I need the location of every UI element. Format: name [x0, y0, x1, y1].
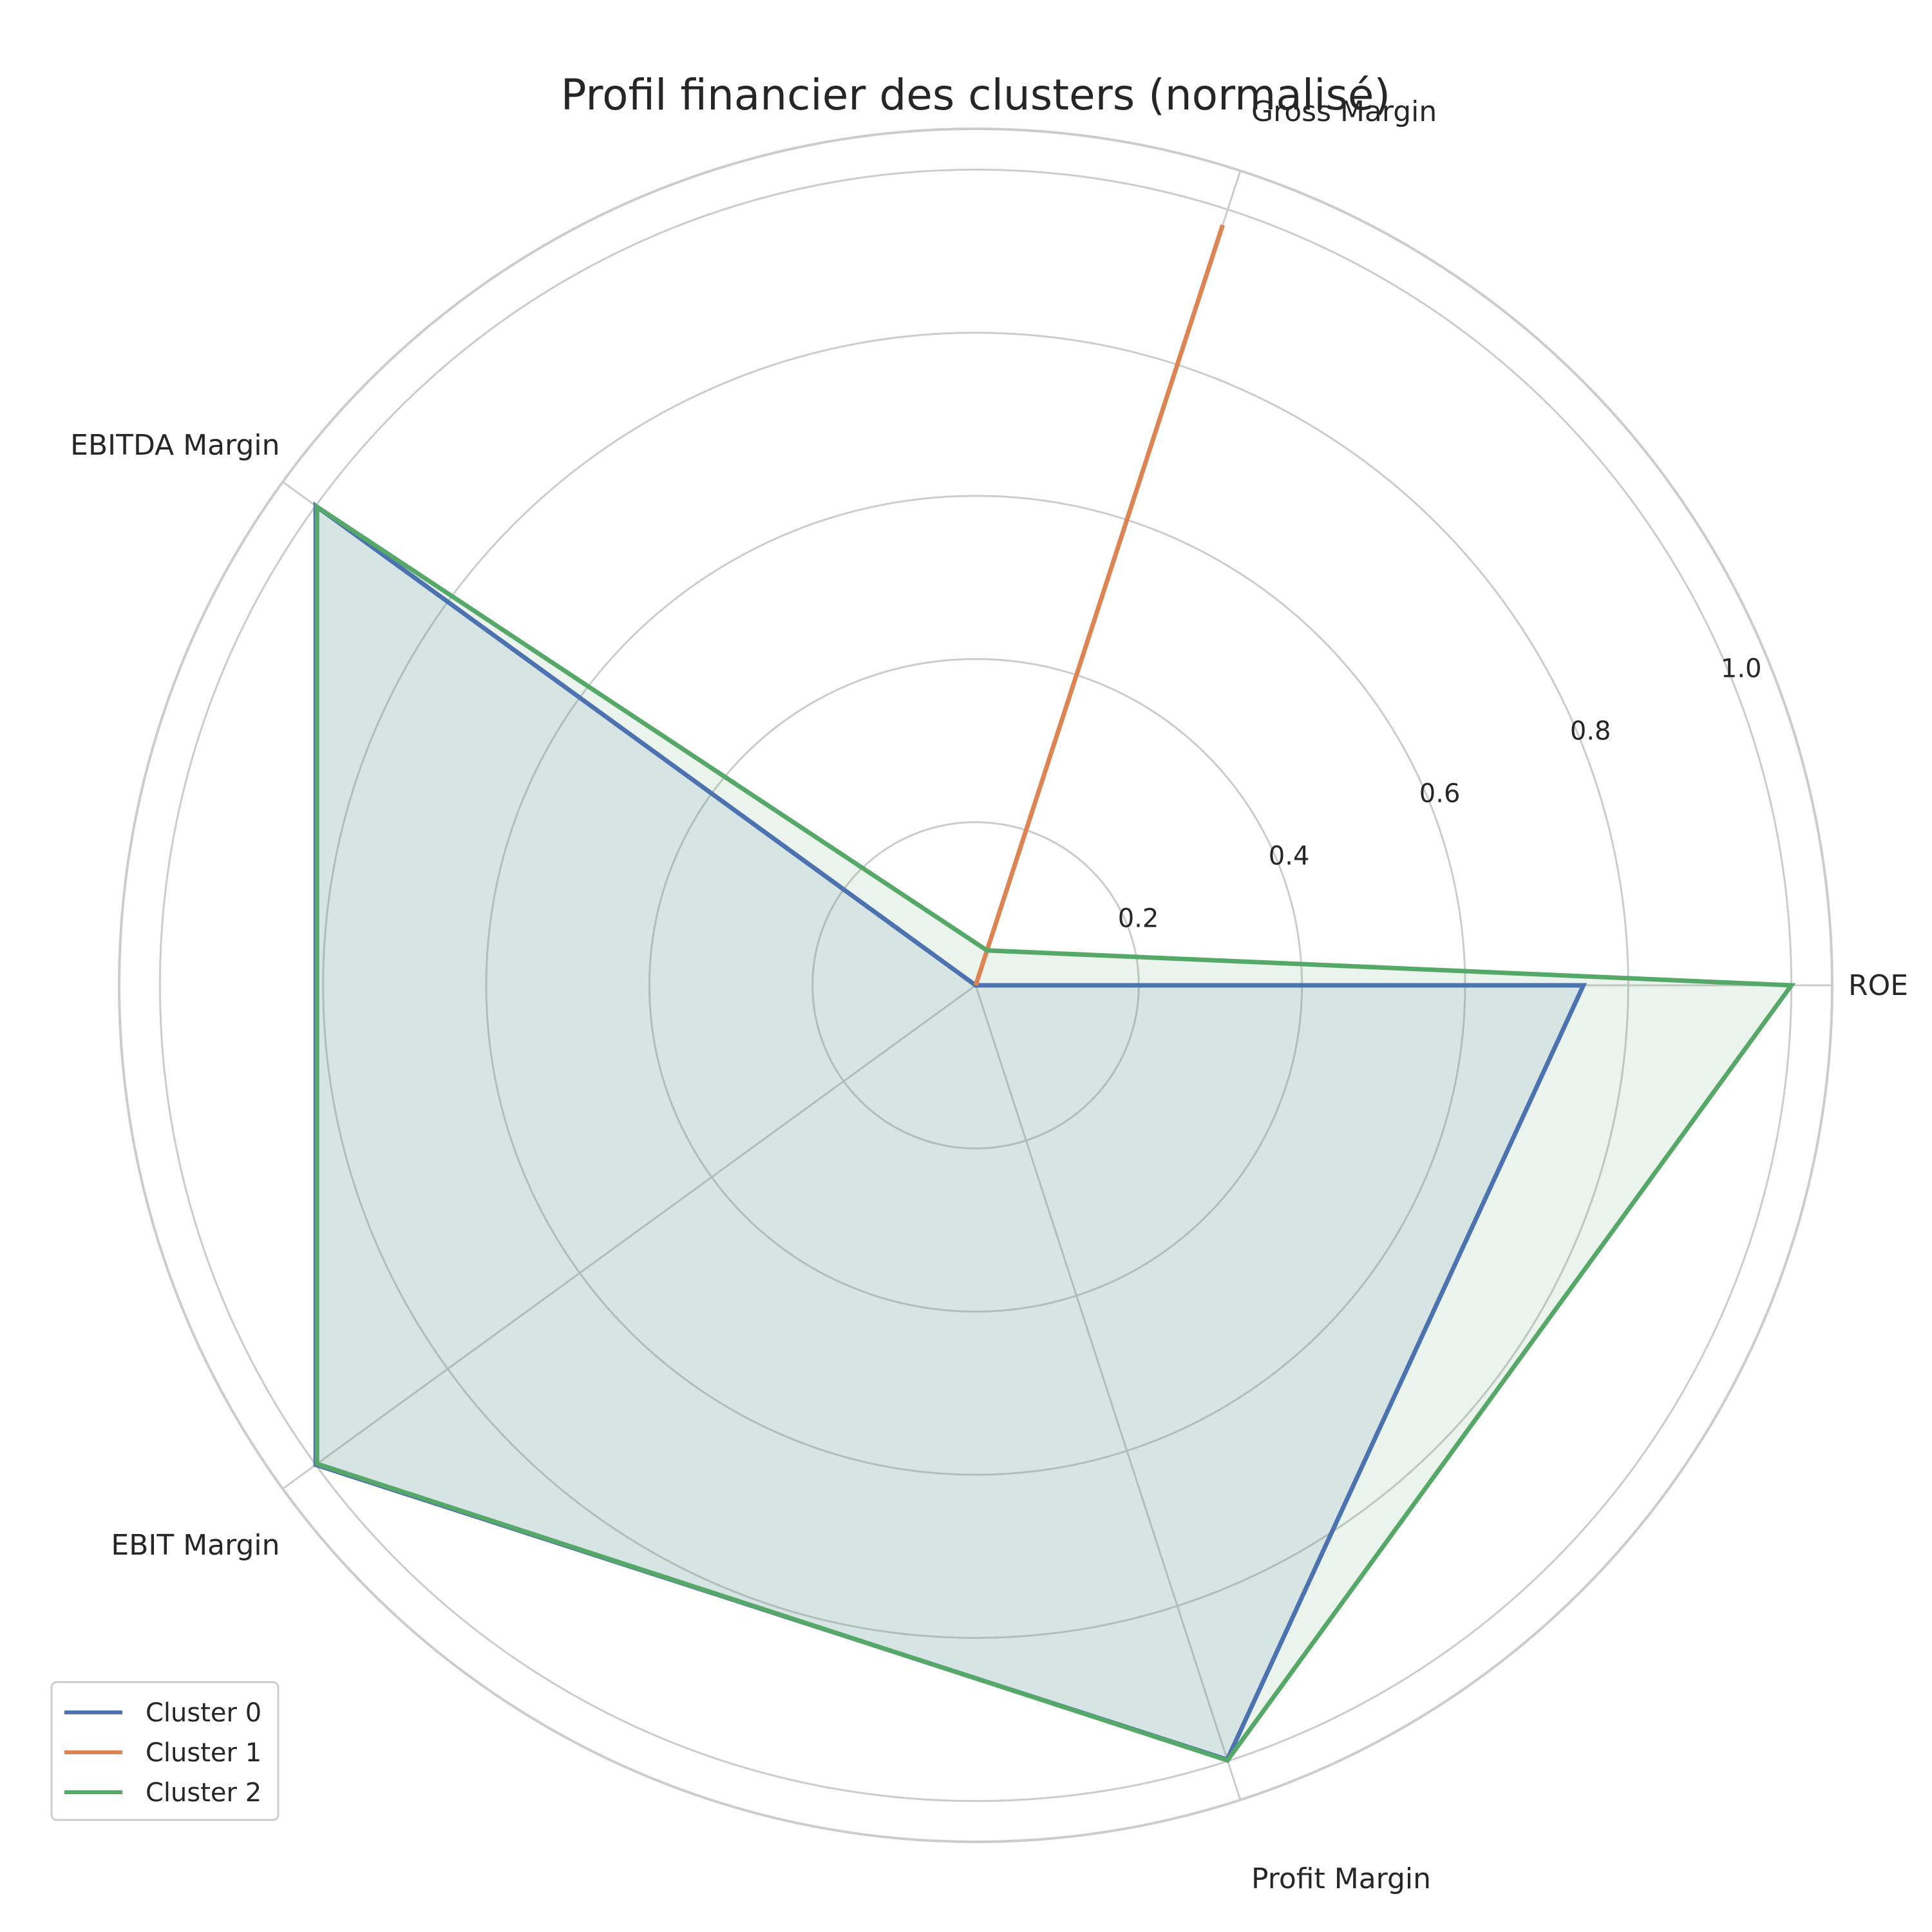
label-layer: ROE Gross Margin EBITDA Margin EBIT Margin P…	[70, 95, 1908, 1895]
radial-tick-label: 1.0	[1721, 654, 1762, 684]
legend-label-cluster-2: Cluster 2	[146, 1778, 261, 1808]
series-fill-cluster-2	[317, 507, 1792, 1761]
axis-label-ebit-margin: EBIT Margin	[111, 1529, 279, 1562]
axis-label-profit-margin: Profit Margin	[1251, 1862, 1431, 1895]
grid-spoke	[974, 985, 1242, 1801]
axis-label-gross-margin: Gross Margin	[1251, 95, 1437, 128]
legend-frame	[50, 1681, 279, 1821]
series-line-cluster-2	[314, 502, 1796, 1763]
axis-label-ebitda-margin: EBITDA Margin	[70, 429, 279, 462]
legend-item: Cluster 2	[64, 1778, 261, 1808]
legend: Cluster 0 Cluster 1 Cluster 2	[50, 1681, 279, 1821]
radial-tick-label: 0.4	[1269, 842, 1310, 871]
legend-item: Cluster 0	[64, 1698, 261, 1728]
radial-tick-label: 0.8	[1570, 717, 1611, 746]
series-layer	[313, 224, 1796, 1763]
legend-label-cluster-0: Cluster 0	[146, 1698, 261, 1728]
series-line-cluster-1	[973, 224, 1225, 987]
radial-tick-label: 0.6	[1419, 779, 1461, 809]
legend-label-cluster-1: Cluster 1	[146, 1738, 261, 1768]
radial-tick-label: 0.2	[1118, 904, 1159, 933]
grid-spoke	[282, 984, 976, 1490]
series-fill-cluster-0	[316, 506, 1584, 1760]
legend-item: Cluster 1	[64, 1738, 261, 1768]
chart-title: Profil financier des clusters (normalisé…	[561, 70, 1390, 120]
axis-label-roe: ROE	[1848, 969, 1908, 1002]
